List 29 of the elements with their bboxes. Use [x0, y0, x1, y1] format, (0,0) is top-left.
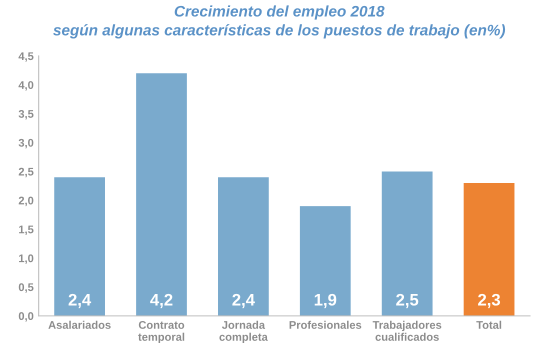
x-tick-label: Jornada completa [219, 320, 268, 344]
y-tick-label: 4,0 [18, 81, 34, 91]
bar [464, 183, 514, 316]
data-label: 1,9 [314, 294, 336, 308]
y-tick-label: 2,5 [18, 168, 34, 178]
y-tick-label: 1,0 [19, 254, 34, 264]
y-tick-label: 0,5 [18, 283, 34, 293]
x-tick-label: Trabajadores cualificados [372, 320, 442, 341]
x-tick-label: Contrato temporal [138, 321, 184, 344]
bar [218, 177, 269, 316]
x-tick-label: Profesionales [290, 320, 362, 329]
data-label: 2,5 [396, 294, 418, 308]
y-tick-label: 2,0 [18, 196, 34, 206]
x-tick-label: Asalariados [48, 320, 111, 329]
y-tick-label: 3,0 [18, 138, 34, 148]
y-tick-label: 4,5 [18, 52, 34, 62]
data-label: 4,2 [150, 294, 172, 308]
y-tick-label: 3,5 [18, 110, 34, 120]
y-tick-label: 0,0 [18, 312, 34, 322]
data-label: 2,4 [232, 294, 255, 308]
data-label: 2,4 [68, 294, 92, 308]
bar [54, 177, 105, 316]
x-tick-label: Total [476, 320, 502, 329]
bar [300, 206, 351, 316]
data-label: 2,3 [478, 294, 500, 308]
bar [382, 171, 433, 316]
bar [136, 73, 187, 316]
y-tick-label: 1,5 [19, 226, 34, 235]
chart-title: Crecimiento del empleo 2018 según algunas características de los puestos de trabajo (en%) [53, 5, 506, 39]
